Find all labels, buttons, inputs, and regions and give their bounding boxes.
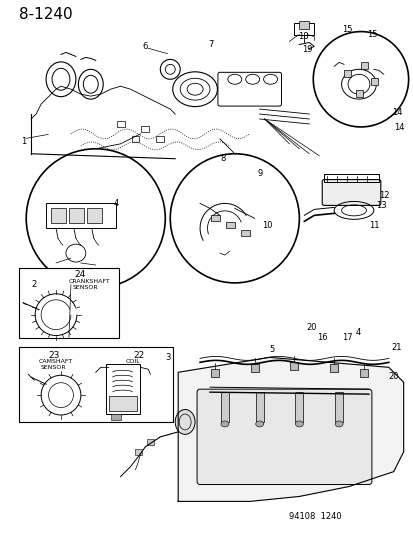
Text: 21: 21: [391, 343, 401, 352]
Text: 18: 18: [298, 32, 308, 41]
Text: 2: 2: [31, 280, 36, 289]
Bar: [141, 126, 149, 132]
Bar: [355, 90, 362, 97]
Bar: [225, 222, 234, 228]
Bar: [240, 230, 249, 236]
Bar: [250, 365, 258, 372]
Bar: [290, 362, 298, 370]
Circle shape: [170, 154, 299, 283]
FancyBboxPatch shape: [321, 180, 380, 205]
Bar: [19, 268, 118, 337]
Circle shape: [26, 149, 165, 288]
Bar: [56, 270, 68, 278]
Bar: [359, 369, 367, 377]
Ellipse shape: [175, 409, 195, 434]
Bar: [294, 22, 313, 35]
Text: 14: 14: [391, 108, 401, 117]
Text: 9: 9: [257, 169, 262, 178]
Text: SENSOR: SENSOR: [41, 365, 66, 370]
Text: 24: 24: [74, 270, 85, 279]
Text: 5: 5: [269, 345, 274, 354]
Bar: [221, 392, 228, 422]
Text: 94108  1240: 94108 1240: [289, 512, 341, 521]
Text: 14: 14: [393, 124, 403, 132]
Text: 7: 7: [207, 40, 213, 49]
Bar: [299, 21, 309, 29]
Text: SENSOR: SENSOR: [73, 285, 98, 290]
Bar: [19, 348, 173, 422]
Text: 10: 10: [261, 221, 271, 230]
Text: CAMSHAFT: CAMSHAFT: [38, 359, 72, 364]
Bar: [51, 208, 66, 223]
Bar: [255, 392, 263, 422]
Text: 6: 6: [142, 42, 147, 51]
Text: 1: 1: [21, 138, 26, 147]
Text: 16: 16: [316, 333, 327, 342]
Text: 20: 20: [306, 323, 316, 332]
Bar: [105, 365, 140, 414]
FancyBboxPatch shape: [197, 389, 371, 484]
Wedge shape: [56, 306, 82, 314]
Text: 12: 12: [378, 191, 388, 200]
Text: 4: 4: [113, 199, 119, 208]
Bar: [87, 208, 102, 223]
Text: 15: 15: [341, 25, 352, 34]
Ellipse shape: [335, 421, 342, 427]
Text: 11: 11: [368, 221, 378, 230]
Bar: [211, 369, 218, 377]
Text: 8: 8: [219, 154, 225, 163]
Ellipse shape: [295, 421, 303, 427]
Bar: [116, 121, 124, 127]
Bar: [147, 439, 154, 445]
Bar: [46, 204, 115, 228]
Polygon shape: [178, 358, 403, 502]
Bar: [131, 136, 139, 142]
Ellipse shape: [221, 421, 228, 427]
Bar: [69, 208, 83, 223]
Bar: [108, 396, 137, 411]
Bar: [110, 414, 120, 420]
Bar: [370, 78, 377, 85]
Bar: [330, 365, 337, 372]
Text: 8-1240: 8-1240: [19, 7, 73, 22]
Text: COIL: COIL: [125, 359, 140, 364]
Bar: [343, 70, 350, 77]
Bar: [135, 449, 142, 455]
Ellipse shape: [255, 421, 263, 427]
Bar: [156, 136, 164, 142]
Text: 23: 23: [48, 351, 59, 360]
Text: 20: 20: [388, 372, 398, 381]
Text: CRANKSHAFT: CRANKSHAFT: [69, 279, 110, 285]
Bar: [335, 392, 342, 422]
Bar: [211, 215, 219, 221]
Text: 19: 19: [301, 45, 312, 54]
Bar: [295, 392, 303, 422]
Text: 3: 3: [165, 353, 170, 362]
Bar: [360, 62, 367, 69]
Bar: [85, 275, 97, 283]
Circle shape: [313, 31, 408, 127]
Text: 13: 13: [375, 201, 386, 210]
Text: 22: 22: [133, 351, 145, 360]
Text: 17: 17: [341, 333, 352, 342]
Text: 4: 4: [355, 328, 361, 337]
Bar: [323, 174, 378, 182]
Text: 15: 15: [366, 30, 377, 39]
